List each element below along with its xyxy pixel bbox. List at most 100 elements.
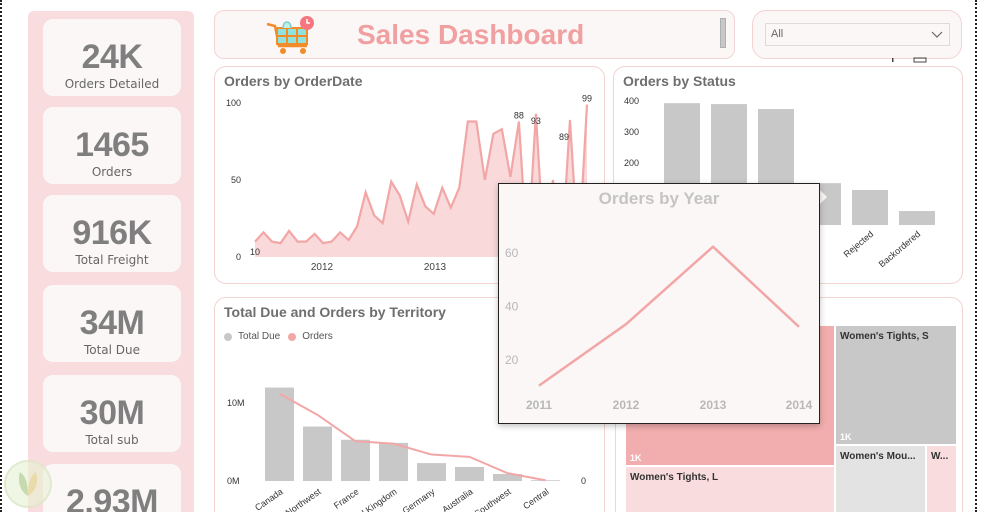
bar [455,466,484,481]
shopping-cart-icon [266,16,314,54]
chart-title: Total Due and Orders by Territory [224,304,446,320]
data-label: 89 [559,132,569,142]
header-scrollbar[interactable] [720,18,726,48]
chevron-down-icon[interactable] [930,27,944,41]
x-tick-label: Backordered [877,229,923,269]
treemap-tile-value: 1K [840,432,852,442]
bar [899,211,935,225]
kpi-value: 2.93M [66,483,159,512]
treemap-tile[interactable]: W... [927,446,956,512]
kpi-card-total-freight[interactable]: 916K Total Freight [43,195,181,272]
kpi-panel: 24K Orders Detailed 1465 Orders 916K Tot… [28,11,194,512]
legend-label-orders[interactable]: Orders [302,331,333,342]
selection-border-right [975,0,977,512]
y-tick-label: 20 [505,353,519,367]
filter-icon[interactable] [892,58,894,62]
treemap-tile-label: Women's Tights, S [840,331,929,342]
legend-label-total-due[interactable]: Total Due [238,331,281,342]
treemap-tile[interactable]: Women's Tights, S 1K [836,326,956,444]
slicer-dropdown[interactable]: All [765,23,950,46]
kpi-label: Orders Detailed [64,77,160,91]
x-tick-label: Germany [401,486,437,512]
kpi-value: 30M [79,394,145,432]
x-tick-label: France [332,486,361,510]
kpi-card-total-sub[interactable]: 30M Total sub [43,375,181,452]
kpi-value: 24K [81,38,143,76]
y-tick-label: 200 [624,158,639,168]
kpi-value: 34M [79,304,145,342]
y-tick-label: 60 [505,246,519,260]
x-tick-label: Northwest [284,486,323,512]
x-tick-label: Australia [440,486,474,512]
kpi-card-extra[interactable]: 2.93M [43,464,181,512]
legend-dot-orders [288,332,297,341]
kpi-label: Total Freight [75,253,149,267]
kpi-value: 916K [72,214,152,252]
x-tick-label: 2013 [700,398,727,412]
data-label: 99 [582,94,592,104]
chart-legend: Total Due Orders [224,331,333,342]
chart-title: Orders by Status [623,73,736,89]
bar [531,480,560,481]
x-tick-label: Central [521,486,551,511]
focus-mode-icon[interactable] [913,57,927,63]
y-tick-label-left: 10M [227,398,245,408]
x-tick-label: 2012 [613,398,640,412]
bar [379,442,408,481]
kpi-label: Orders [91,165,133,179]
kpi-card-orders[interactable]: 1465 Orders [43,107,181,184]
treemap-tile[interactable]: Women's Mou... [836,446,925,512]
y-tick-label-left: 0M [227,476,240,486]
x-tick-label: 2012 [311,262,334,273]
kpi-value: 1465 [75,126,149,164]
y-tick-label: 0 [236,252,241,262]
treemap-tile-label: Women's Tights, L [630,472,719,483]
x-tick-label: Southwest [472,486,513,512]
x-tick-label: 2013 [424,262,447,273]
leaf-icon [18,472,38,496]
bar [303,426,332,481]
x-tick-label: 2011 [526,398,552,412]
bar [852,189,888,225]
orders-by-year-tooltip: Orders by Year 20 40 60 2011 2012 2013 2014 [498,183,820,424]
y-tick-label-right: 0 [581,476,586,486]
x-tick-label: 2014 [786,398,813,412]
dashboard-header: Sales Dashboard [214,10,735,59]
series-line [538,245,800,387]
orders-line [279,392,546,482]
y-tick-label: 400 [624,96,639,106]
legend-dot-total-due [224,332,232,341]
kpi-label: Total sub [85,433,139,447]
bar [341,439,370,481]
bar [265,387,294,481]
x-tick-label: Canada [253,486,285,512]
y-tick-label: 40 [505,299,519,313]
y-tick-label: 50 [231,175,241,185]
treemap-tile-value: 1K [630,453,642,463]
data-label: 88 [514,110,524,120]
kpi-label: Total Due [83,343,141,357]
treemap-tile-label: Women's Mou... [840,451,916,462]
bar [417,463,446,481]
y-tick-label: 100 [226,98,241,108]
data-label: 93 [531,116,541,126]
x-tick-label: Rejected [842,229,876,259]
visual-header-icons [892,57,927,63]
dashboard-title: Sales Dashboard [357,19,585,50]
orders-by-year-chart: 20 40 60 2011 2012 2013 2014 [505,245,813,412]
treemap-tile[interactable]: Women's Tights, L [626,467,834,512]
orders-by-orderdate-card[interactable]: Orders by OrderDate 0 50 100 2012 2013 10 88 93… [214,66,605,284]
slicer-panel: All [752,10,962,59]
kpi-card-orders-detailed[interactable]: 24K Orders Detailed [43,19,181,96]
tooltip-title: Orders by Year [598,189,720,208]
y-tick-label: 300 [624,127,639,137]
kpi-card-total-due[interactable]: 34M Total Due [43,285,181,362]
watermark-logo [4,460,52,508]
bar [493,473,522,481]
slicer-selected-value: All [771,28,784,40]
tooltip-pointer [820,190,827,204]
selection-border-left [0,0,2,512]
data-label: 10 [250,247,260,257]
